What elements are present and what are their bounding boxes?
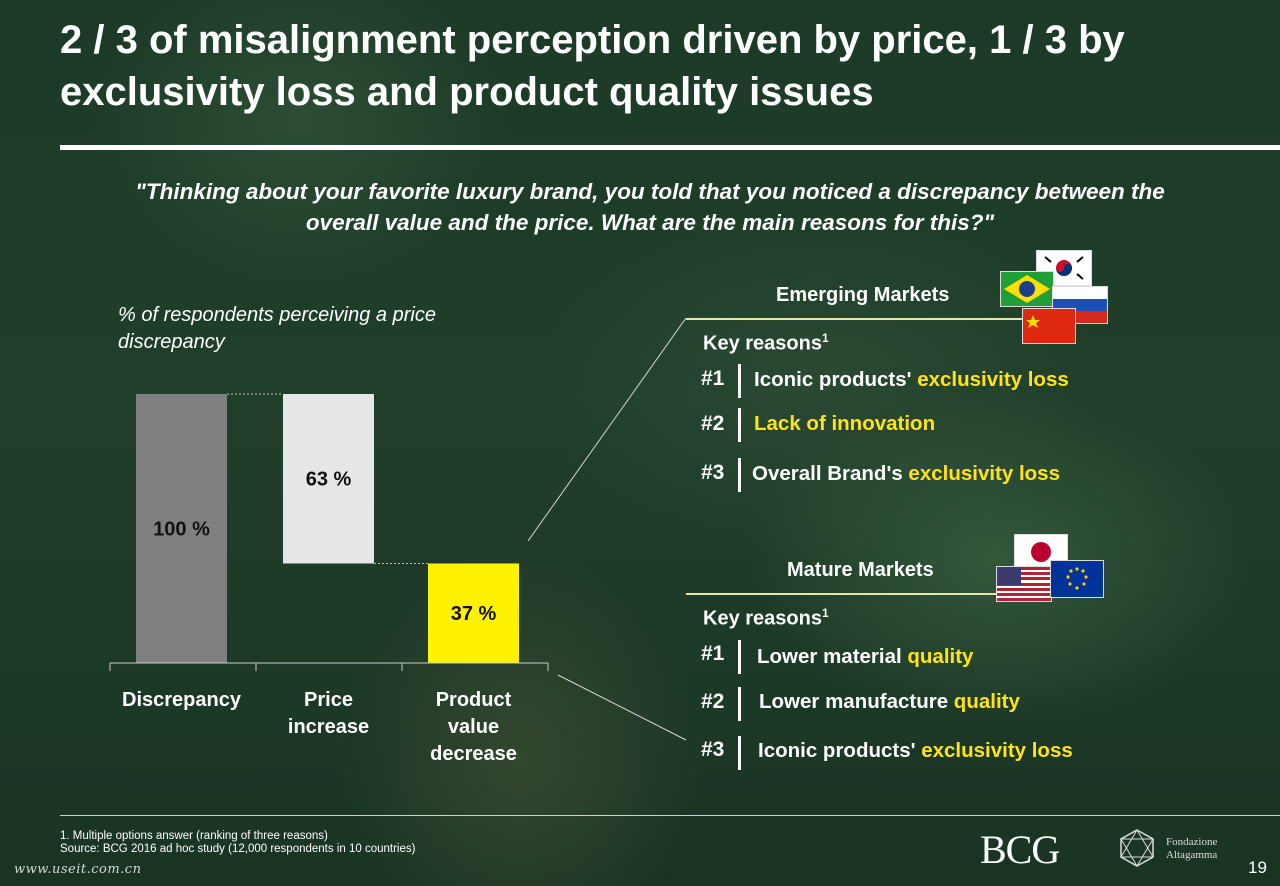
emerging-rank-2-divider <box>738 408 741 442</box>
page-title: 2 / 3 of misalignment perception driven … <box>60 18 1125 114</box>
altagamma-logo-text: Fondazione Altagamma <box>1166 836 1218 861</box>
page-number: 19 <box>1248 858 1267 877</box>
emerging-rank-3: #3 <box>701 461 725 484</box>
japan-flag-icon <box>1014 534 1068 570</box>
south-korea-flag-icon <box>1036 250 1092 286</box>
mature-reason-3: Iconic products' exclusivity loss <box>758 739 1073 762</box>
china-flag-icon <box>1022 308 1076 344</box>
emerging-reason-1: Iconic products' exclusivity loss <box>754 368 1069 391</box>
category-label: Price increase <box>288 689 369 738</box>
mature-rank-2: #2 <box>701 690 725 713</box>
mature-rank-3: #3 <box>701 738 725 761</box>
footnote-line-1: 1. Multiple options answer (ranking of t… <box>60 830 328 842</box>
mature-rank-1-divider <box>738 640 741 674</box>
watermark: www.useit.com.cn <box>14 862 142 877</box>
bar-1 <box>136 394 227 663</box>
mature-markets-title: Mature Markets <box>787 559 934 581</box>
usa-flag-icon <box>996 566 1052 602</box>
title-divider <box>60 145 1280 150</box>
mature-rank-1: #1 <box>701 642 725 665</box>
bar-value-label: 100 % <box>153 519 210 541</box>
emerging-reason-3: Overall Brand's exclusivity loss <box>752 462 1060 485</box>
brazil-flag-icon <box>1000 271 1054 307</box>
mature-rank-2-divider <box>738 687 741 721</box>
survey-question: "Thinking about your favorite luxury bra… <box>135 179 1165 235</box>
callout-line-mature <box>557 674 687 741</box>
footnote: 1. Multiple options answer (ranking of t… <box>60 830 415 856</box>
emerging-rank-2: #2 <box>701 412 725 435</box>
mature-markets-divider <box>686 593 1024 595</box>
chart-subtitle: % of respondents perceiving a price disc… <box>118 304 436 353</box>
emerging-rank-1: #1 <box>701 367 725 390</box>
mature-key-reasons-label: Key reasons1 <box>703 606 829 630</box>
emerging-reason-2: Lack of innovation <box>754 412 936 435</box>
category-label: Product value decrease <box>430 689 517 765</box>
source-line: Source: BCG 2016 ad hoc study (12,000 re… <box>60 843 416 855</box>
emerging-markets-title: Emerging Markets <box>776 284 950 306</box>
bar-3 <box>428 563 519 663</box>
eu-flag-icon <box>1050 560 1104 598</box>
category-label: Discrepancy <box>122 689 242 711</box>
bcg-logo: BCG <box>980 827 1060 872</box>
altagamma-logo-icon <box>1117 828 1157 873</box>
callout-line-emerging <box>527 317 687 542</box>
mature-rank-3-divider <box>738 736 741 770</box>
emerging-key-reasons-label: Key reasons1 <box>703 331 829 355</box>
mature-reason-2: Lower manufacture quality <box>759 690 1020 713</box>
emerging-markets-divider <box>686 318 1024 320</box>
bar-value-label: 37 % <box>451 603 497 625</box>
footer-divider <box>60 815 1280 816</box>
emerging-rank-3-divider <box>738 458 741 492</box>
bar-value-label: 63 % <box>306 469 352 491</box>
bar-2 <box>283 394 374 564</box>
mature-reason-1: Lower material quality <box>757 645 974 668</box>
emerging-rank-1-divider <box>738 364 741 398</box>
